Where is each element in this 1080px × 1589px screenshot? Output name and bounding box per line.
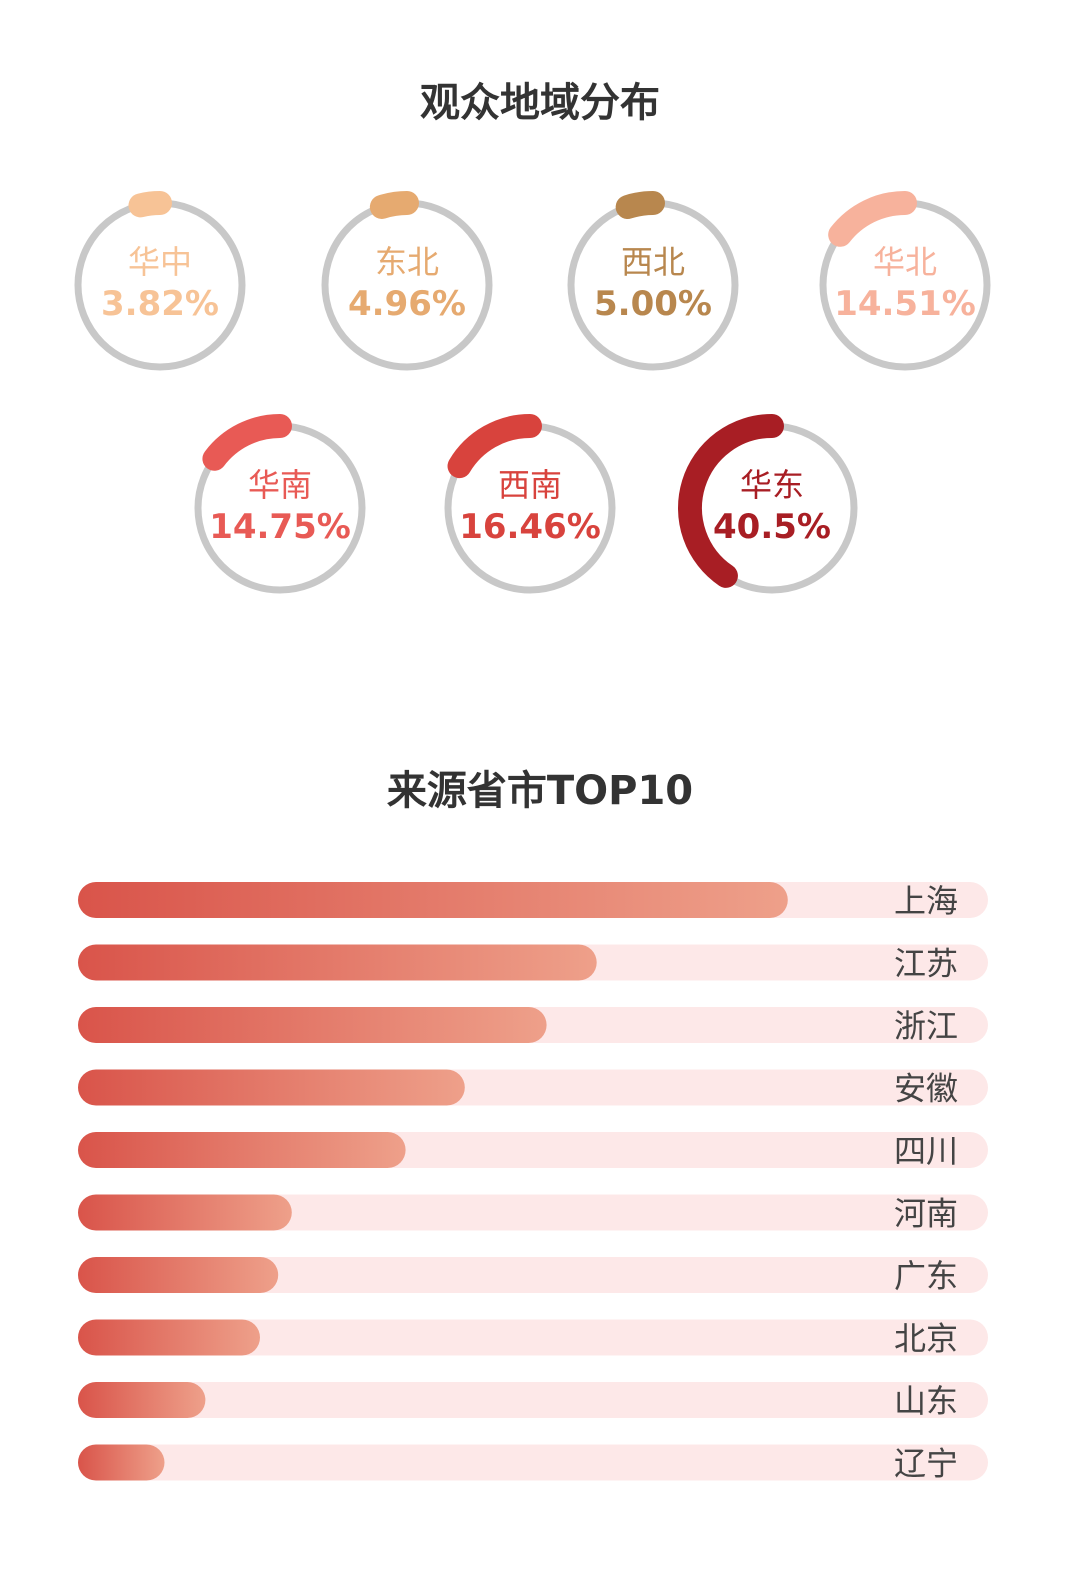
- ring-arc: [202, 414, 292, 471]
- ring-region-label: 华东: [740, 466, 804, 504]
- ring-arc: [369, 191, 419, 219]
- bar-track: [78, 1319, 988, 1356]
- bar-category-label: 山东: [894, 1382, 958, 1420]
- ring-gauge: 东北4.96%: [321, 191, 493, 371]
- bar-category-label: 河南: [894, 1195, 958, 1233]
- ring-region-label: 华北: [873, 243, 937, 281]
- bar-row: 山东: [78, 1382, 988, 1420]
- bar-fill: [78, 1319, 260, 1356]
- bar-row: 北京: [78, 1319, 988, 1358]
- bar-category-label: 辽宁: [894, 1445, 958, 1483]
- ring-region-label: 华南: [248, 466, 312, 504]
- bar-row: 浙江: [78, 1007, 988, 1045]
- bar-fill: [78, 1382, 206, 1418]
- region-distribution-title: 观众地域分布: [420, 80, 660, 126]
- bar-track: [78, 1194, 988, 1231]
- bar-row: 河南: [78, 1194, 988, 1233]
- bar-fill: [78, 1132, 406, 1168]
- bar-fill: [78, 1007, 547, 1043]
- ring-arc: [128, 191, 172, 218]
- bar-fill: [78, 1069, 465, 1106]
- bar-row: 广东: [78, 1257, 988, 1295]
- bar-row: 辽宁: [78, 1444, 988, 1483]
- ring-region-label: 东北: [375, 243, 439, 281]
- bar-row: 上海: [78, 882, 988, 920]
- ring-value-label: 5.00%: [594, 284, 712, 324]
- bar-fill: [78, 1444, 165, 1481]
- bar-row: 安徽: [78, 1069, 988, 1108]
- ring-arc: [615, 191, 665, 220]
- bar-category-label: 上海: [894, 882, 958, 920]
- ring-value-label: 16.46%: [459, 507, 601, 547]
- bar-fill: [78, 944, 597, 981]
- bar-fill: [78, 1257, 279, 1293]
- bar-fill: [78, 882, 788, 918]
- ring-value-label: 4.96%: [348, 284, 466, 324]
- top10-provinces-title: 来源省市TOP10: [386, 768, 694, 814]
- bar-track: [78, 1444, 988, 1481]
- ring-arc: [828, 191, 917, 247]
- bar-track: [78, 1257, 988, 1293]
- bar-category-label: 四川: [894, 1132, 958, 1170]
- region-ring-chart: 华中3.82%东北4.96%西北5.00%华北14.51%华南14.75%西南1…: [74, 191, 991, 594]
- ring-value-label: 40.5%: [713, 507, 831, 547]
- ring-region-label: 西北: [621, 243, 685, 281]
- ring-gauge: 华中3.82%: [74, 191, 246, 371]
- bar-category-label: 广东: [894, 1257, 958, 1295]
- ring-region-label: 西南: [498, 466, 562, 504]
- bar-category-label: 浙江: [894, 1007, 958, 1045]
- ring-arc: [447, 414, 542, 479]
- ring-gauge: 西北5.00%: [567, 191, 739, 371]
- ring-value-label: 14.51%: [834, 284, 976, 324]
- ring-region-label: 华中: [128, 243, 192, 281]
- bar-category-label: 北京: [894, 1320, 958, 1358]
- bar-track: [78, 1382, 988, 1418]
- bar-row: 四川: [78, 1132, 988, 1170]
- ring-arc: [678, 414, 784, 588]
- bar-row: 江苏: [78, 944, 988, 983]
- ring-value-label: 3.82%: [101, 284, 219, 324]
- bar-category-label: 江苏: [894, 945, 958, 983]
- bar-fill: [78, 1194, 292, 1231]
- bar-category-label: 安徽: [894, 1070, 958, 1108]
- ring-value-label: 14.75%: [209, 507, 351, 547]
